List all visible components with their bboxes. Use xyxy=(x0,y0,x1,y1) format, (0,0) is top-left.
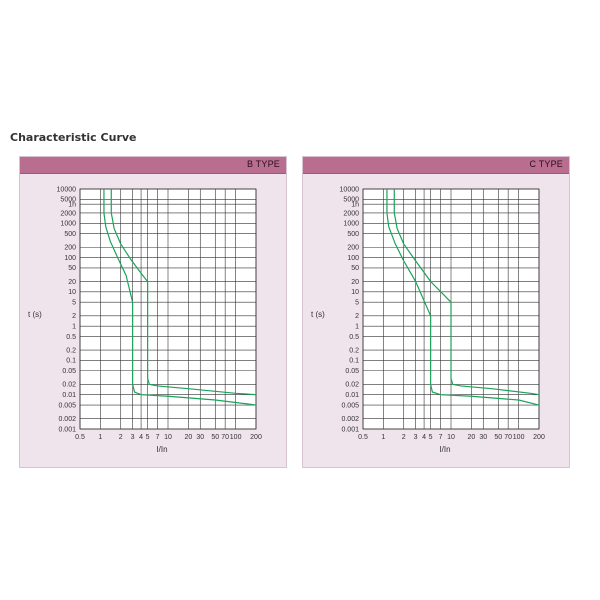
y-tick-label: 200 xyxy=(347,245,359,252)
b-type-title: B TYPE xyxy=(246,159,280,169)
x-tick-label: 30 xyxy=(196,434,204,441)
y-tick-label: 0.2 xyxy=(349,347,359,354)
y-tick-label: 50 xyxy=(351,265,359,272)
x-tick-label: 10 xyxy=(164,434,172,441)
x-tick-label: 200 xyxy=(533,434,545,441)
y-tick-label: 5000 xyxy=(60,197,76,204)
y-axis-label: t (s) xyxy=(28,310,42,319)
x-tick-label: 20 xyxy=(467,434,475,441)
y-tick-label: 0.001 xyxy=(341,426,359,433)
y-tick-label: 5000 xyxy=(343,197,359,204)
x-tick-label: 4 xyxy=(422,434,426,441)
y-tick-label: 0.01 xyxy=(62,392,76,399)
y-tick-label: 0.001 xyxy=(58,426,76,433)
x-tick-label: 1 xyxy=(381,434,385,441)
x-tick-label: 0.5 xyxy=(75,434,85,441)
x-tick-label: 5 xyxy=(146,434,150,441)
x-tick-label: 100 xyxy=(230,434,242,441)
y-tick-label: 200 xyxy=(64,245,76,252)
x-tick-label: 2 xyxy=(119,434,123,441)
y-tick-label: 500 xyxy=(347,231,359,238)
x-tick-label: 10 xyxy=(447,434,455,441)
y-tick-label: 20 xyxy=(68,279,76,286)
y-tick-label: 0.005 xyxy=(58,402,76,409)
y-tick-label: 500 xyxy=(64,231,76,238)
trip-curve-lower xyxy=(103,189,257,406)
y-tick-label: 10000 xyxy=(57,186,77,193)
x-tick-label: 20 xyxy=(184,434,192,441)
y-tick-label: 0.5 xyxy=(349,334,359,341)
y-tick-label: 2 xyxy=(72,313,76,320)
y-tick-label: 50 xyxy=(68,265,76,272)
x-tick-label: 50 xyxy=(211,434,219,441)
y-tick-label: 0.05 xyxy=(62,368,76,375)
y-tick-label: 2 xyxy=(355,313,359,320)
y-tick-label: 1000 xyxy=(343,221,359,228)
b-type-chart-panel: B TYPE 0.5 1 2 3 4 5 7 10 20 30 50 70 100 200 10000 500… xyxy=(19,156,287,468)
x-tick-label: 0.5 xyxy=(358,434,368,441)
y-tick-label: 100 xyxy=(64,255,76,262)
y-tick-label: 100 xyxy=(347,255,359,262)
y-tick-label: 10 xyxy=(68,289,76,296)
y-tick-label: 5 xyxy=(72,299,76,306)
x-tick-label: 70 xyxy=(504,434,512,441)
x-tick-label: 4 xyxy=(139,434,143,441)
c-type-plot: 0.5 1 2 3 4 5 7 10 20 30 50 70 100 2001000050001h2000… xyxy=(311,186,545,454)
y-tick-label: 0.005 xyxy=(341,402,359,409)
y-tick-label: 0.02 xyxy=(345,382,359,389)
x-tick-label: 3 xyxy=(131,434,135,441)
c-type-title: C TYPE xyxy=(529,159,563,169)
y-tick-label: 0.5 xyxy=(66,334,76,341)
x-tick-label: 70 xyxy=(221,434,229,441)
y-tick-label: 1 xyxy=(72,323,76,330)
b-type-plot: 0.5 1 2 3 4 5 7 10 20 30 50 70 100 2001000050001h2000… xyxy=(28,186,262,454)
y-tick-label: 0.002 xyxy=(341,416,359,423)
x-tick-label: 2 xyxy=(402,434,406,441)
y-tick-label: 0.05 xyxy=(345,368,359,375)
x-axis-label: I/In xyxy=(439,445,450,454)
x-tick-label: 5 xyxy=(429,434,433,441)
page-title: Characteristic Curve xyxy=(10,131,137,144)
x-tick-label: 50 xyxy=(494,434,502,441)
y-tick-label: 20 xyxy=(351,279,359,286)
y-tick-label: 5 xyxy=(355,299,359,306)
x-tick-label: 7 xyxy=(156,434,160,441)
trip-curve-upper xyxy=(393,189,540,396)
y-tick-label: 0.01 xyxy=(345,392,359,399)
y-axis-label: t (s) xyxy=(311,310,325,319)
x-tick-label: 30 xyxy=(479,434,487,441)
b-type-header: B TYPE xyxy=(20,157,286,174)
y-tick-label: 1h xyxy=(351,202,359,209)
x-tick-label: 7 xyxy=(439,434,443,441)
y-tick-label: 1000 xyxy=(60,221,76,228)
x-axis-label: I/In xyxy=(156,445,167,454)
y-tick-label: 2000 xyxy=(343,210,359,217)
y-tick-label: 2000 xyxy=(60,210,76,217)
y-tick-label: 0.1 xyxy=(66,358,76,365)
c-type-header: C TYPE xyxy=(303,157,569,174)
y-tick-label: 1 xyxy=(355,323,359,330)
trip-curve-upper xyxy=(110,189,257,396)
x-tick-label: 100 xyxy=(513,434,525,441)
y-tick-label: 10000 xyxy=(340,186,360,193)
trip-curve-lower xyxy=(386,189,540,406)
grid xyxy=(79,188,257,430)
y-tick-label: 0.1 xyxy=(349,358,359,365)
c-type-chart-panel: C TYPE 0.5 1 2 3 4 5 7 10 20 30 50 70 100 200 10000 500… xyxy=(302,156,570,468)
x-tick-label: 1 xyxy=(98,434,102,441)
y-tick-label: 1h xyxy=(68,202,76,209)
y-tick-label: 10 xyxy=(351,289,359,296)
x-tick-label: 3 xyxy=(414,434,418,441)
y-tick-label: 0.2 xyxy=(66,347,76,354)
y-tick-label: 0.02 xyxy=(62,382,76,389)
y-tick-label: 0.002 xyxy=(58,416,76,423)
x-tick-label: 200 xyxy=(250,434,262,441)
